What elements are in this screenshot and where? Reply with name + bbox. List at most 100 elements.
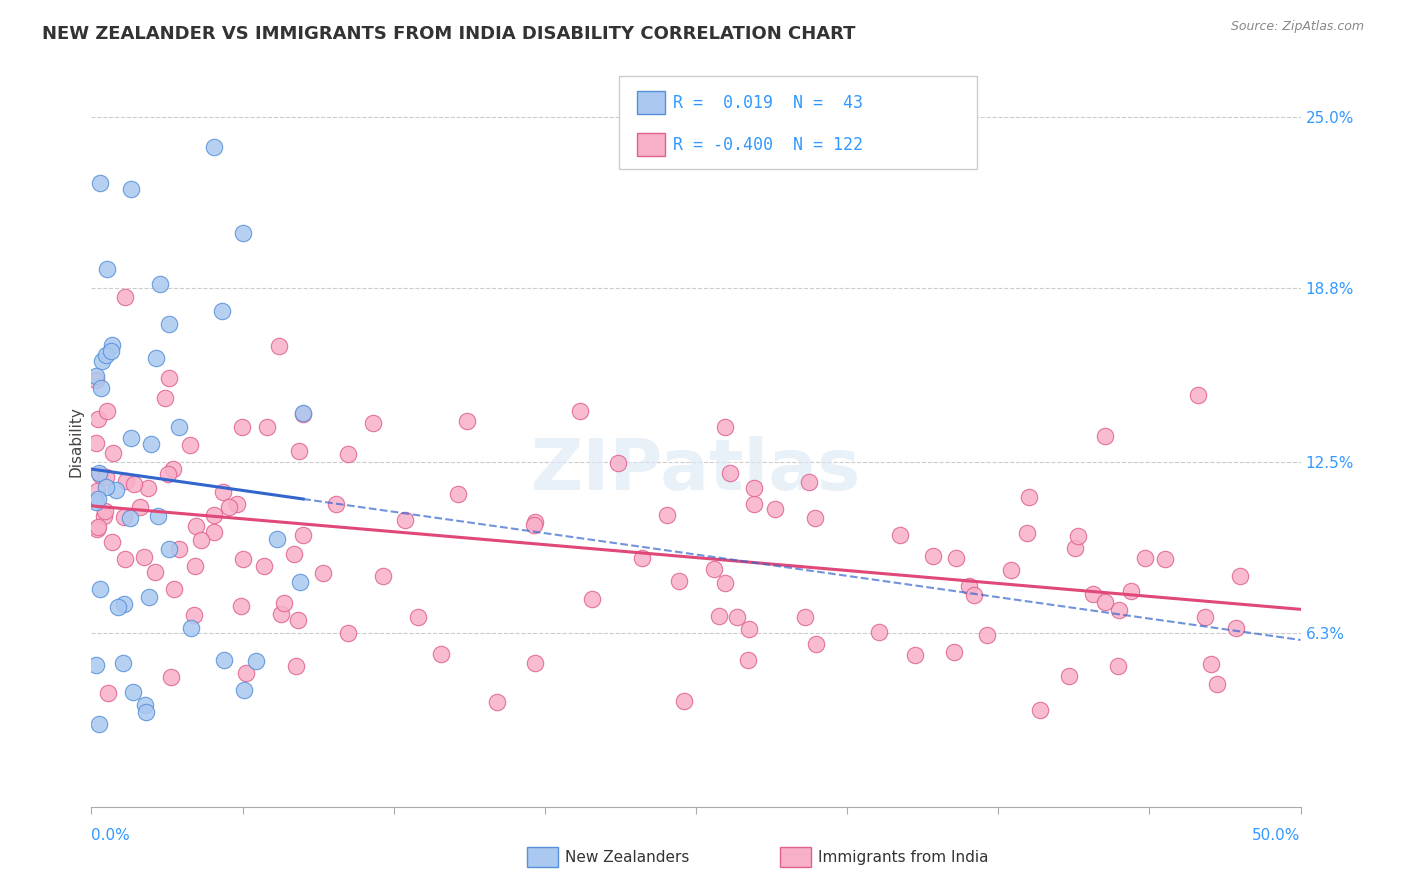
Point — [232, 682, 254, 697]
Point — [1107, 659, 1129, 673]
Point — [190, 533, 212, 547]
Point — [153, 391, 176, 405]
Text: New Zealanders: New Zealanders — [565, 850, 689, 864]
Point — [1225, 621, 1247, 635]
Point — [157, 371, 180, 385]
Point — [100, 344, 122, 359]
Point — [1229, 569, 1251, 583]
Point — [143, 566, 166, 580]
Point — [84, 658, 107, 673]
Point — [101, 446, 124, 460]
Point — [111, 656, 134, 670]
Point — [101, 534, 124, 549]
Point — [292, 528, 315, 542]
Point — [718, 467, 741, 481]
Point — [1135, 551, 1157, 566]
Point — [235, 666, 257, 681]
Point — [112, 510, 135, 524]
Point — [87, 491, 110, 506]
Point — [84, 494, 107, 508]
Point — [486, 695, 509, 709]
Point — [202, 508, 225, 523]
Text: ZIPatlas: ZIPatlas — [531, 436, 860, 505]
Point — [524, 515, 547, 529]
Point — [87, 466, 110, 480]
Point — [288, 444, 311, 458]
Point — [148, 508, 170, 523]
Text: 50.0%: 50.0% — [1253, 829, 1301, 843]
Point — [96, 348, 118, 362]
Point — [797, 475, 820, 489]
Point — [145, 351, 167, 365]
Point — [742, 481, 765, 495]
Point — [361, 416, 384, 430]
Point — [1063, 541, 1085, 555]
Point — [90, 381, 112, 395]
Point — [114, 290, 136, 304]
Point — [1206, 677, 1229, 691]
Point — [157, 317, 180, 331]
Point — [714, 575, 737, 590]
Point — [84, 368, 107, 383]
Point — [312, 566, 335, 581]
Point — [157, 541, 180, 556]
Point — [94, 504, 117, 518]
Point — [84, 374, 107, 388]
Point — [138, 481, 160, 495]
Point — [114, 552, 136, 566]
Point — [96, 262, 118, 277]
Point — [868, 625, 890, 640]
Point — [273, 596, 295, 610]
Point — [160, 670, 183, 684]
Point — [976, 628, 998, 642]
Point — [522, 518, 544, 533]
Point — [1067, 529, 1090, 543]
Point — [325, 497, 347, 511]
Point — [179, 438, 201, 452]
Point — [120, 511, 142, 525]
Point — [225, 497, 247, 511]
Point — [167, 420, 190, 434]
Point — [229, 599, 252, 613]
Point — [96, 403, 118, 417]
Point — [655, 508, 678, 523]
Point — [1154, 552, 1177, 566]
Point — [89, 176, 111, 190]
Text: Immigrants from India: Immigrants from India — [818, 850, 988, 864]
Point — [134, 698, 156, 713]
Point — [139, 437, 162, 451]
Point — [1015, 526, 1038, 541]
Point — [1000, 563, 1022, 577]
Point — [267, 339, 290, 353]
Point — [668, 574, 690, 589]
Point — [266, 533, 288, 547]
Point — [132, 550, 155, 565]
Point — [1121, 584, 1143, 599]
Point — [430, 647, 453, 661]
Point — [1187, 388, 1209, 402]
Point — [202, 525, 225, 540]
Point — [292, 406, 315, 420]
Point — [112, 597, 135, 611]
Point — [256, 420, 278, 434]
Point — [231, 419, 253, 434]
Point — [135, 705, 157, 719]
Point — [336, 447, 359, 461]
Point — [232, 551, 254, 566]
Point — [725, 610, 748, 624]
Point — [714, 419, 737, 434]
Point — [336, 625, 359, 640]
Point — [163, 582, 186, 597]
Point — [957, 579, 980, 593]
Point — [709, 609, 731, 624]
Point — [889, 528, 911, 542]
Point — [737, 622, 759, 636]
Point — [180, 621, 202, 635]
Y-axis label: Disability: Disability — [67, 406, 83, 477]
Point — [904, 648, 927, 663]
Point — [1094, 429, 1116, 443]
Point — [162, 461, 184, 475]
Point — [87, 716, 110, 731]
Point — [631, 550, 654, 565]
Point — [107, 600, 129, 615]
